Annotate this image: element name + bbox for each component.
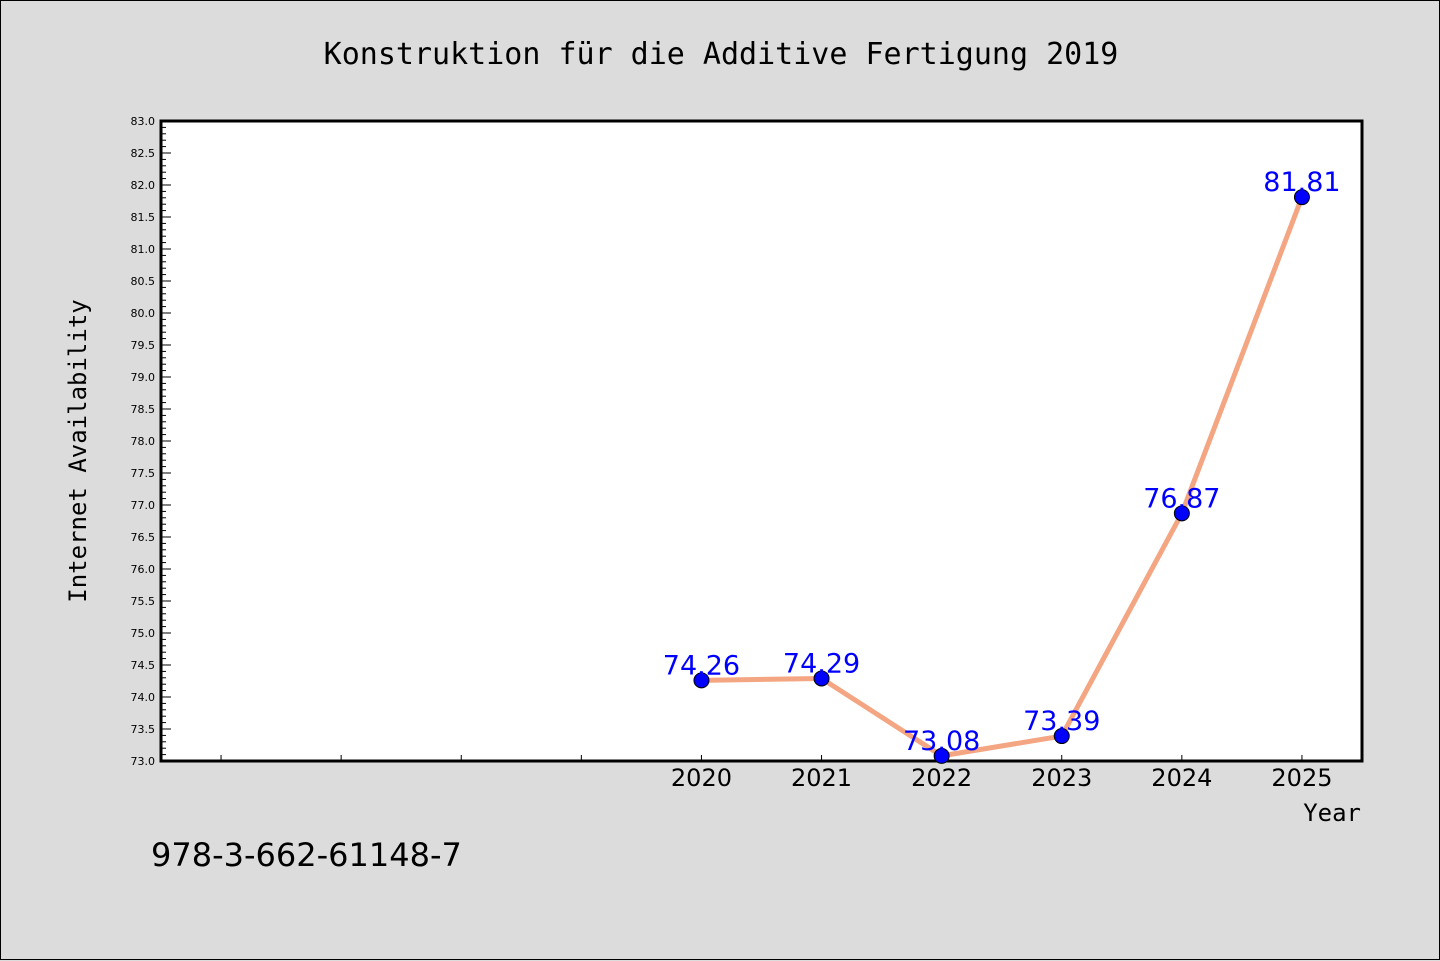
data-point [693, 672, 710, 689]
y-tick-label: 76.0 [131, 563, 156, 576]
y-tick-label: 77.0 [131, 499, 156, 512]
y-tick-label: 73.5 [131, 723, 156, 736]
y-axis-label: Internet Availability [64, 299, 92, 602]
y-tick-label: 76.5 [131, 531, 156, 544]
x-tick-label: 2023 [1031, 764, 1092, 792]
data-label: 73.39 [1023, 706, 1100, 737]
y-tick-label: 79.5 [131, 339, 156, 352]
series-line [701, 196, 1305, 759]
y-tick-label: 83.0 [131, 115, 156, 128]
data-point [813, 670, 830, 687]
x-axis: 2020 2021 2022 2023 2024 2025 [220, 755, 1332, 792]
x-tick-label: 2025 [1271, 764, 1332, 792]
data-label: 81.81 [1263, 167, 1340, 198]
data-point [1293, 189, 1310, 206]
y-tick-label: 74.5 [131, 659, 156, 672]
y-tick-label: 82.5 [131, 147, 156, 160]
x-tick-label: 2024 [1151, 764, 1212, 792]
x-tick-label: 2021 [791, 764, 852, 792]
x-tick-label: 2020 [671, 764, 732, 792]
y-tick-label: 78.0 [131, 435, 156, 448]
isbn-footer: 978-3-662-61148-7 [151, 836, 462, 874]
y-tick-label: 78.5 [131, 403, 156, 416]
chart-title: Konstruktion für die Additive Fertigung … [324, 37, 1119, 72]
y-tick-label: 80.5 [131, 275, 156, 288]
y-tick-label: 81.5 [131, 211, 156, 224]
x-axis-label: Year [1303, 799, 1361, 827]
y-tick-label: 73.0 [131, 755, 156, 768]
data-label: 74.29 [783, 648, 860, 679]
x-tick-label: 2022 [911, 764, 972, 792]
data-label: 74.26 [663, 650, 740, 681]
y-tick-label: 75.0 [131, 627, 156, 640]
data-point [1173, 505, 1190, 522]
y-tick-label: 79.0 [131, 371, 156, 384]
y-tick-label: 82.0 [131, 179, 156, 192]
y-tick-label: 77.5 [131, 467, 156, 480]
y-tick-label: 75.5 [131, 595, 156, 608]
series-group: 74.26 74.29 73.08 73.39 76.87 81.81 [663, 167, 1341, 764]
plot-area [159, 119, 1364, 763]
data-point [933, 747, 950, 764]
data-label: 76.87 [1143, 483, 1220, 514]
data-label: 73.08 [903, 726, 980, 757]
data-point [1053, 728, 1070, 745]
y-tick-label: 74.0 [131, 691, 156, 704]
y-axis: 73.0 73.5 74.0 74.5 75.0 75.5 76.0 76.5 77.0 77.5… [131, 115, 171, 768]
y-tick-label: 80.0 [131, 307, 156, 320]
y-tick-label: 81.0 [131, 243, 156, 256]
